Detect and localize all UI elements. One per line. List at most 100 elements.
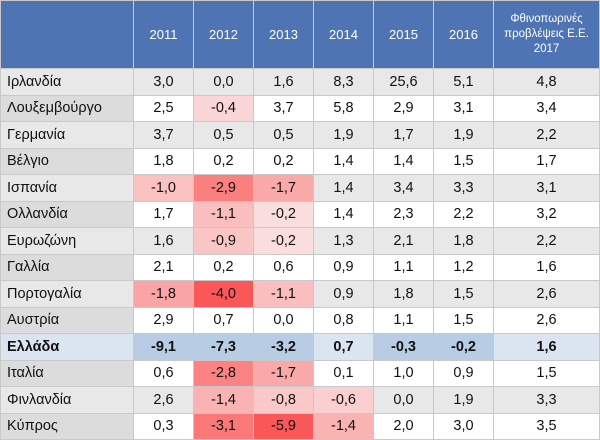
cell: -1,8 bbox=[133, 280, 194, 308]
cell: 2,1 bbox=[133, 253, 194, 281]
cell: 5,1 bbox=[433, 68, 494, 96]
cell: -1,1 bbox=[253, 280, 314, 308]
cell: 2,9 bbox=[133, 306, 194, 334]
cell: -1,4 bbox=[313, 412, 374, 440]
cell: 0,5 bbox=[193, 121, 254, 149]
row-label: Ευρωζώνη bbox=[0, 227, 134, 255]
cell: 0,2 bbox=[193, 253, 254, 281]
table-row: Ελλάδα -9,1 -7,3 -3,2 0,7 -0,3 -0,2 1,6 bbox=[0, 333, 600, 361]
cell: 1,8 bbox=[133, 147, 194, 175]
row-label: Αυστρία bbox=[0, 306, 134, 334]
cell: 2,9 bbox=[373, 94, 434, 122]
cell: -0,3 bbox=[373, 333, 434, 361]
cell: 2,2 bbox=[433, 200, 494, 228]
cell: 2,6 bbox=[493, 280, 600, 308]
cell: 1,4 bbox=[313, 147, 374, 175]
row-label: Πορτογαλία bbox=[0, 280, 134, 308]
table-row: Ισπανία -1,0 -2,9 -1,7 1,4 3,4 3,3 3,1 bbox=[0, 174, 600, 202]
cell: 0,8 bbox=[313, 306, 374, 334]
cell: -2,9 bbox=[193, 174, 254, 202]
cell: 1,1 bbox=[373, 306, 434, 334]
cell: 2,3 bbox=[373, 200, 434, 228]
cell: 25,6 bbox=[373, 68, 434, 96]
row-label: Ιταλία bbox=[0, 359, 134, 387]
cell: 1,9 bbox=[433, 386, 494, 414]
cell: 1,9 bbox=[313, 121, 374, 149]
cell: 0,0 bbox=[373, 386, 434, 414]
cell: 2,0 bbox=[373, 412, 434, 440]
cell: 0,3 bbox=[133, 412, 194, 440]
cell: 3,1 bbox=[493, 174, 600, 202]
row-label: Κύπρος bbox=[0, 412, 134, 440]
cell: 1,6 bbox=[133, 227, 194, 255]
cell: 2,5 bbox=[133, 94, 194, 122]
cell: 3,3 bbox=[433, 174, 494, 202]
column-header: 2013 bbox=[253, 0, 314, 69]
cell: 0,7 bbox=[193, 306, 254, 334]
column-header: 2012 bbox=[193, 0, 254, 69]
cell: 3,0 bbox=[133, 68, 194, 96]
table-row: Βέλγιο 1,8 0,2 0,2 1,4 1,4 1,5 1,7 bbox=[0, 147, 600, 175]
cell: 0,0 bbox=[253, 306, 314, 334]
row-label: Ιρλανδία bbox=[0, 68, 134, 96]
cell: 3,7 bbox=[253, 94, 314, 122]
row-label: Ισπανία bbox=[0, 174, 134, 202]
table-row: Ιρλανδία 3,0 0,0 1,6 8,3 25,6 5,1 4,8 bbox=[0, 68, 600, 96]
cell: 1,4 bbox=[313, 174, 374, 202]
cell: 3,4 bbox=[493, 94, 600, 122]
cell: 0,1 bbox=[313, 359, 374, 387]
cell: 1,7 bbox=[373, 121, 434, 149]
cell: 0,9 bbox=[313, 280, 374, 308]
cell: 3,7 bbox=[133, 121, 194, 149]
cell: 3,3 bbox=[493, 386, 600, 414]
cell: 1,7 bbox=[133, 200, 194, 228]
cell: 3,4 bbox=[373, 174, 434, 202]
cell: 3,0 bbox=[433, 412, 494, 440]
table-row: Ολλανδία 1,7 -1,1 -0,2 1,4 2,3 2,2 3,2 bbox=[0, 200, 600, 228]
row-label: Γερμανία bbox=[0, 121, 134, 149]
cell: 2,2 bbox=[493, 227, 600, 255]
cell: 1,6 bbox=[253, 68, 314, 96]
row-label: Ελλάδα bbox=[0, 333, 134, 361]
column-header: Φθινοπωρινές προβλέψεις Ε.Ε. 2017 bbox=[493, 0, 600, 69]
table-row: Γερμανία 3,7 0,5 0,5 1,9 1,7 1,9 2,2 bbox=[0, 121, 600, 149]
table-row: Ευρωζώνη 1,6 -0,9 -0,2 1,3 2,1 1,8 2,2 bbox=[0, 227, 600, 255]
cell: 1,9 bbox=[433, 121, 494, 149]
cell: -0,2 bbox=[253, 200, 314, 228]
cell: -0,2 bbox=[433, 333, 494, 361]
cell: 2,2 bbox=[493, 121, 600, 149]
column-header: 2016 bbox=[433, 0, 494, 69]
cell: -1,4 bbox=[193, 386, 254, 414]
cell: 0,5 bbox=[253, 121, 314, 149]
cell: 1,6 bbox=[493, 333, 600, 361]
cell: 2,6 bbox=[133, 386, 194, 414]
table-row: Κύπρος 0,3 -3,1 -5,9 -1,4 2,0 3,0 3,5 bbox=[0, 412, 600, 440]
table-row: Ιταλία 0,6 -2,8 -1,7 0,1 1,0 0,9 1,5 bbox=[0, 359, 600, 387]
cell: 1,3 bbox=[313, 227, 374, 255]
column-header bbox=[0, 0, 134, 69]
cell: 1,4 bbox=[313, 200, 374, 228]
cell: 0,2 bbox=[253, 147, 314, 175]
row-label: Γαλλία bbox=[0, 253, 134, 281]
row-label: Φινλανδία bbox=[0, 386, 134, 414]
cell: 1,7 bbox=[493, 147, 600, 175]
cell: 1,4 bbox=[373, 147, 434, 175]
table-row: Λουξεμβούργο 2,5 -0,4 3,7 5,8 2,9 3,1 3,4 bbox=[0, 94, 600, 122]
cell: -1,7 bbox=[253, 174, 314, 202]
cell: -0,2 bbox=[253, 227, 314, 255]
cell: 2,6 bbox=[493, 306, 600, 334]
cell: -9,1 bbox=[133, 333, 194, 361]
cell: -1,7 bbox=[253, 359, 314, 387]
cell: 4,8 bbox=[493, 68, 600, 96]
cell: 0,7 bbox=[313, 333, 374, 361]
cell: -5,9 bbox=[253, 412, 314, 440]
cell: 1,5 bbox=[433, 280, 494, 308]
cell: -7,3 bbox=[193, 333, 254, 361]
cell: 3,1 bbox=[433, 94, 494, 122]
cell: 3,2 bbox=[493, 200, 600, 228]
cell: 8,3 bbox=[313, 68, 374, 96]
table-row: Φινλανδία 2,6 -1,4 -0,8 -0,6 0,0 1,9 3,3 bbox=[0, 386, 600, 414]
cell: -3,1 bbox=[193, 412, 254, 440]
cell: -3,2 bbox=[253, 333, 314, 361]
